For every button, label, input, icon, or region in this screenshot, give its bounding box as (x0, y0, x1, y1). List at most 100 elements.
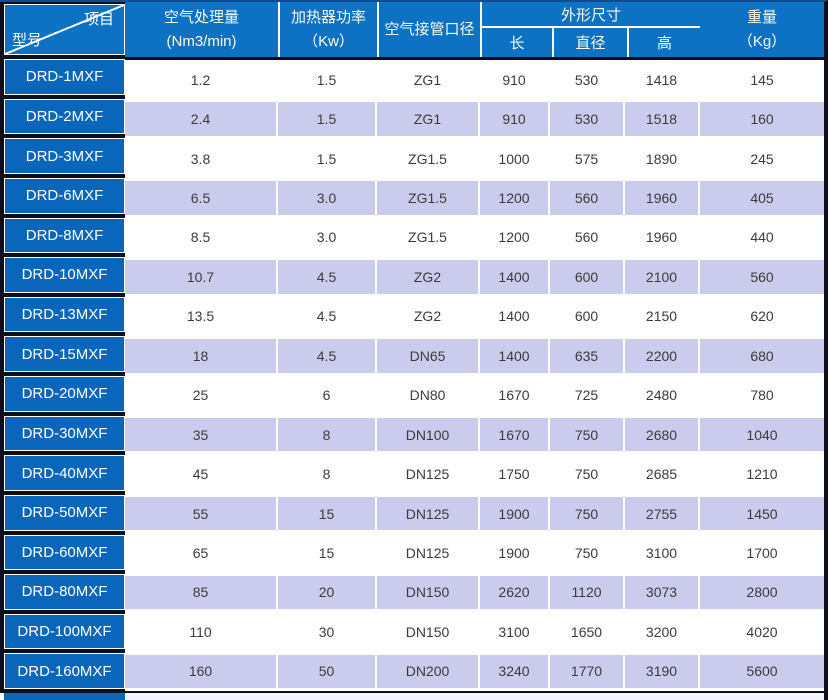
cell-height: 3190 (625, 654, 700, 688)
cell-heater: 30 (278, 612, 377, 652)
cell-port: DN65 (377, 339, 480, 373)
cell-height: 1418 (625, 60, 700, 100)
model-cell: DRD-50MXF (4, 494, 125, 531)
table-row: 35 8 DN100 1670 750 2680 1040 (125, 414, 824, 455)
cell-length: 1400 (480, 339, 550, 373)
cell-airflow: 25 (125, 375, 278, 415)
model-cell: DRD-80MXF (4, 574, 125, 610)
cell-weight: 1450 (700, 496, 824, 531)
corner-header-cell: 项目 型号 (4, 4, 125, 55)
cell-port: DN150 (377, 612, 480, 652)
corner-header-wrap: 项目 型号 (0, 2, 125, 57)
model-cell: DRD-1MXF (4, 59, 125, 95)
cell-length: 1200 (480, 181, 550, 215)
model-cell: DRD-2MXF (4, 98, 125, 135)
cell-heater: 8 (278, 417, 377, 452)
table-row: 65 15 DN125 1900 750 3100 1700 (125, 533, 824, 573)
cell-airflow: 6.5 (125, 181, 278, 215)
table-row: 18 4.5 DN65 1400 635 2200 680 (125, 336, 824, 376)
cell-port: DN125 (377, 496, 480, 531)
model-cell: DRD-40MXF (4, 455, 125, 491)
cell-weight: 680 (700, 339, 824, 373)
cell-height: 3200 (625, 612, 700, 652)
cell-diameter: 750 (550, 454, 625, 494)
cell-weight: 1040 (700, 417, 824, 452)
cell-port: ZG1.5 (377, 181, 480, 215)
cell-airflow: 3.8 (125, 138, 278, 179)
cell-height: 1960 (625, 181, 700, 215)
cell-port: DN150 (377, 575, 480, 610)
model-cell: DRD-100MXF (4, 613, 125, 650)
cutoff-model-cell (4, 693, 125, 700)
cell-weight: 560 (700, 260, 824, 294)
cell-airflow: 8.5 (125, 217, 278, 258)
cell-length: 910 (480, 102, 550, 136)
table-row: 110 30 DN150 3100 1650 3200 4020 (125, 612, 824, 652)
cell-weight: 1700 (746, 544, 778, 561)
cell-diameter: 1650 (550, 612, 625, 652)
cell-diameter: 750 (550, 533, 625, 573)
header-height: 高 (627, 28, 700, 57)
cell-port: ZG1.5 (377, 217, 480, 258)
cell-diameter: 750 (550, 496, 625, 531)
model-cell: DRD-3MXF (4, 138, 125, 174)
table-row: 55 15 DN125 1900 750 2755 1450 (125, 493, 824, 534)
cell-weight: 245 (750, 150, 774, 167)
model-cell: DRD-8MXF (4, 217, 125, 254)
cell-weight: 2800 (700, 575, 824, 610)
cell-diameter: 600 (550, 260, 625, 294)
cell-port: ZG1.5 (377, 138, 480, 179)
model-cell: DRD-15MXF (4, 336, 125, 372)
cell-heater: 8 (278, 454, 377, 494)
cell-heater: 4.5 (278, 296, 377, 337)
cell-height: 1960 (625, 217, 700, 258)
cell-weight: 5600 (700, 654, 824, 688)
cell-port: ZG1 (377, 60, 480, 100)
cell-weight: 1210 (746, 466, 778, 483)
cell-port: DN125 (377, 533, 480, 573)
cell-height: 1890 (625, 138, 700, 179)
cell-airflow: 2.4 (125, 102, 278, 136)
cell-diameter: 560 (550, 217, 625, 258)
cell-height: 2680 (625, 417, 700, 452)
cell-heater: 20 (278, 575, 377, 610)
cell-length: 1400 (480, 296, 550, 337)
header-divider (125, 57, 824, 60)
cell-height: 1518 (625, 102, 700, 136)
cell-length: 1670 (480, 417, 550, 452)
table-row: 45 8 DN125 1750 750 2685 1210 (125, 454, 824, 494)
model-cell: DRD-30MXF (4, 415, 125, 452)
table-row: 6.5 3.0 ZG1.5 1200 560 1960 405 (125, 178, 824, 218)
header-weight: 重量 （Kg） (700, 2, 824, 57)
cell-length: 1900 (480, 496, 550, 531)
cell-diameter: 600 (550, 296, 625, 337)
model-column: 项目 型号 DRD-1MXF DRD-2MXF DRD-3MXF DRD-6MXF DR… (0, 2, 125, 691)
cell-weight: 405 (700, 181, 824, 215)
cell-height: 3100 (625, 533, 700, 573)
cell-diameter: 530 (550, 102, 625, 136)
cell-height: 2685 (625, 454, 700, 494)
cell-length: 910 (480, 60, 550, 100)
cell-length: 1670 (480, 375, 550, 415)
cell-diameter: 1120 (550, 575, 625, 610)
cell-port: DN200 (377, 654, 480, 688)
cell-heater: 3.0 (278, 217, 377, 258)
cell-height: 2200 (625, 339, 700, 373)
cell-weight: 145 (750, 71, 774, 88)
cell-weight: 440 (750, 229, 774, 246)
cell-length: 2620 (480, 575, 550, 610)
cell-weight: 160 (700, 102, 824, 136)
header-port-title: 空气接管口径 (384, 20, 475, 38)
header-heater: 加热器功率 （Kw） (278, 2, 377, 57)
model-cell: DRD-20MXF (4, 376, 125, 412)
table-body: 项目 型号 DRD-1MXF DRD-2MXF DRD-3MXF DRD-6MXF DR… (0, 2, 824, 691)
cell-diameter: 635 (550, 339, 625, 373)
cell-length: 1900 (480, 533, 550, 573)
cell-airflow: 10.7 (125, 260, 278, 294)
cell-port: ZG1 (377, 102, 480, 136)
cell-airflow: 45 (125, 454, 278, 494)
header-heater-title: 加热器功率 (290, 9, 366, 27)
cell-port: DN125 (377, 454, 480, 494)
cell-length: 1000 (480, 138, 550, 179)
